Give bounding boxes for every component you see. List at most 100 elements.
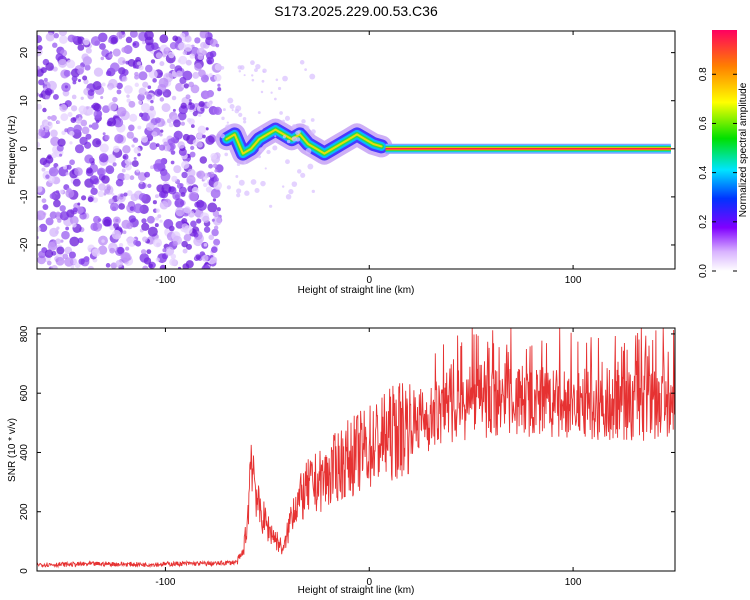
noise-blob [108, 102, 118, 111]
noise-blob [106, 154, 116, 164]
noise-blob [38, 223, 48, 233]
noise-blob [45, 155, 54, 164]
noise-blob [184, 35, 192, 43]
noise-blob [46, 80, 57, 91]
noise-blob [142, 236, 148, 242]
noise-blob [129, 206, 135, 211]
noise-blob [188, 210, 195, 218]
noise-blob [175, 70, 183, 78]
noise-blob [56, 166, 60, 170]
noise-blob [180, 102, 187, 109]
noise-blob [177, 141, 185, 149]
snr-xtick-label: 0 [366, 577, 372, 588]
noise-blob [210, 152, 218, 160]
faint-point [227, 97, 234, 104]
spectrogram-xtick-label: -100 [155, 275, 175, 286]
noise-blob [198, 69, 206, 78]
colorbar-tick-label: 0.6 [698, 116, 709, 130]
colorbar-tick-label: 0.4 [698, 165, 709, 179]
noise-blob [61, 130, 66, 136]
noise-blob [123, 192, 128, 197]
noise-blob [50, 129, 58, 138]
noise-blob [41, 167, 46, 172]
noise-blob [196, 200, 207, 211]
noise-blob [141, 218, 147, 224]
noise-blob [137, 152, 141, 157]
noise-blob [43, 120, 53, 130]
noise-blob [196, 47, 206, 57]
noise-blob [213, 176, 220, 183]
noise-blob [38, 250, 46, 259]
noise-blob [105, 263, 111, 268]
faint-point [254, 187, 260, 194]
noise-blob [205, 127, 209, 131]
noise-blob [168, 122, 174, 128]
noise-blob [115, 178, 124, 187]
noise-blob [99, 143, 109, 153]
noise-blob [152, 200, 157, 205]
faint-point [236, 188, 242, 194]
noise-blob [213, 225, 219, 230]
noise-blob [52, 93, 59, 100]
faint-point [266, 149, 271, 155]
noise-blob [153, 163, 163, 172]
noise-blob [105, 70, 112, 77]
noise-blob [194, 62, 203, 71]
noise-blob [51, 152, 58, 159]
noise-blob [108, 53, 114, 59]
noise-blob [201, 264, 211, 269]
noise-blob [140, 103, 151, 113]
noise-blob [70, 117, 77, 124]
noise-blob [124, 85, 133, 94]
noise-blob [37, 65, 40, 71]
noise-blob [163, 141, 169, 147]
noise-blob [159, 61, 165, 67]
noise-blob [105, 165, 115, 175]
noise-blob [200, 41, 207, 49]
noise-blob [211, 246, 218, 253]
colorbar-tick-label: 0.8 [698, 67, 709, 81]
noise-blob [112, 96, 118, 103]
noise-blob [47, 241, 58, 251]
noise-blob [171, 175, 178, 183]
noise-blob [217, 87, 222, 92]
noise-blob [65, 172, 69, 176]
faint-point [301, 119, 306, 124]
noise-blob [49, 193, 56, 200]
noise-blob [172, 35, 179, 42]
spectrogram-ylabel: Frequency (Hz) [7, 116, 18, 185]
snr-xlabel: Height of straight line (km) [298, 585, 415, 596]
faint-point [274, 135, 277, 138]
noise-blob [43, 77, 48, 82]
faint-point [243, 120, 247, 124]
noise-blob [122, 230, 127, 235]
noise-blob [63, 69, 71, 77]
noise-blob [169, 63, 176, 70]
snr-ytick-label: 600 [19, 384, 30, 401]
noise-blob [55, 190, 60, 194]
noise-blob [138, 193, 147, 202]
noise-blob [96, 110, 102, 117]
noise-blob [159, 132, 163, 137]
faint-point [304, 68, 307, 71]
noise-blob [86, 167, 93, 174]
noise-blob [155, 257, 160, 262]
noise-blob [72, 80, 77, 85]
noise-blob [211, 218, 215, 222]
noise-blob [53, 176, 61, 185]
spectrogram-ytick-label: -20 [19, 237, 30, 252]
noise-blob [201, 254, 209, 262]
faint-point [231, 109, 234, 112]
noise-blob [186, 117, 192, 123]
noise-blob [114, 134, 124, 144]
noise-blob [49, 227, 59, 237]
noise-blob [140, 249, 147, 255]
noise-blob [59, 104, 68, 112]
noise-blob [148, 263, 153, 268]
noise-blob [179, 32, 186, 39]
noise-blob [129, 113, 138, 122]
noise-blob [130, 193, 139, 202]
noise-blob [213, 106, 223, 116]
faint-point [286, 139, 291, 144]
